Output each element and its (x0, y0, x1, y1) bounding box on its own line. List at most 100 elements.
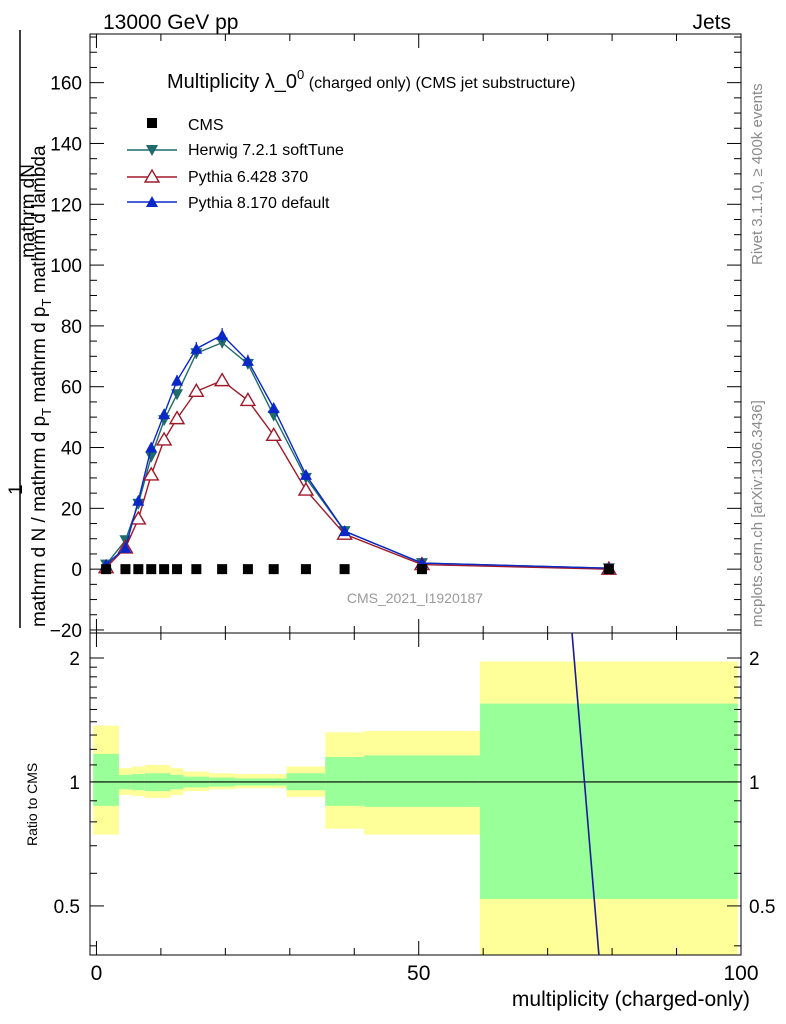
main-y-tick-label: 40 (61, 439, 82, 460)
pythia8-point (171, 374, 184, 386)
ylabel-den-left: mathrm d N / mathrm d p (29, 416, 50, 627)
pythia8-point (267, 401, 280, 413)
plot-title-main: Multiplicity λ_0 (167, 71, 297, 93)
cms-point (339, 564, 350, 575)
legend: CMS Herwig 7.2.1 softTune Pythia 6.428 3… (127, 117, 344, 212)
legend-marker-pythia6 (143, 168, 161, 183)
series-cms (101, 564, 614, 575)
x-tick-label: 50 (407, 962, 430, 985)
pythia6-point (239, 392, 257, 407)
pythia8-point (216, 329, 229, 341)
pythia6-point (155, 431, 173, 446)
legend-label-cms: CMS (188, 117, 224, 134)
herwig-line (105, 341, 609, 569)
series-pythia6 (97, 372, 618, 575)
cms-point (191, 564, 202, 575)
pythia6-point (213, 372, 231, 387)
pythia6-line (105, 379, 609, 570)
herwig-point (216, 337, 229, 349)
ratio-series (571, 633, 600, 955)
cms-point (217, 564, 228, 575)
ratio-y-tick-label: 2 (69, 649, 80, 670)
side-label-rivet: Rivet 3.1.10, ≥ 400k events (749, 83, 766, 265)
ratio-plot-frame (89, 632, 742, 956)
pythia8-point (190, 342, 203, 354)
header-left: 13000 GeV pp (103, 11, 238, 34)
plot-title-suffix: (charged only) (CMS jet substructure) (309, 75, 576, 92)
main-y-tick-label: −20 (50, 621, 82, 642)
x-axis-label: multiplicity (charged-only) (512, 988, 750, 1011)
main-y-tick-label: 120 (50, 195, 82, 216)
cms-point (416, 564, 427, 575)
pythia8-point (241, 354, 254, 366)
plot-title: Multiplicity λ_00 (charged only) (CMS je… (167, 67, 576, 93)
legend-marker-pythia8 (146, 196, 158, 207)
cms-point (101, 564, 112, 575)
cms-point (268, 564, 279, 575)
side-label-mcplots: mcplots.cern.ch [arXiv:1306.3436] (749, 400, 766, 627)
header-right: Jets (692, 11, 731, 34)
legend-label-pythia8: Pythia 8.170 default (188, 195, 330, 212)
main-y-tick-label: 100 (50, 256, 82, 277)
legend-marker-cms (147, 118, 157, 128)
herwig-point (171, 389, 184, 401)
x-tick-label: 0 (91, 962, 103, 985)
legend-marker-herwig (146, 145, 158, 156)
ratio-band-inner (93, 753, 120, 806)
plot-title-sup: 0 (297, 67, 304, 82)
cms-point (300, 564, 311, 575)
analysis-watermark: CMS_2021_I1920187 (347, 590, 483, 606)
pythia6-point (297, 481, 315, 496)
ratio-y-tick-label: 0.5 (54, 897, 80, 918)
pythia6-point (130, 510, 147, 525)
ratio-bands (90, 661, 741, 955)
cms-point (133, 564, 144, 575)
pythia8-point (338, 525, 351, 537)
main-y-tick-label: 0 (71, 560, 82, 581)
cms-point (146, 564, 157, 575)
ratio-band-inner (363, 755, 480, 807)
x-tick-label: 100 (723, 962, 758, 985)
legend-label-herwig: Herwig 7.2.1 softTune (188, 142, 344, 159)
main-y-tick-label: 160 (50, 74, 82, 95)
ratio-band-inner (479, 703, 738, 899)
pythia6-point (143, 466, 160, 481)
main-y-tick-label: 20 (61, 499, 82, 520)
pythia8-point (132, 494, 145, 506)
y-axis-label-main: mathrm dN 1 mathrm d N / mathrm d pT mat… (6, 30, 54, 628)
main-y-tick-label: 80 (61, 317, 82, 338)
cms-point (120, 564, 131, 575)
pythia8-point (158, 408, 171, 420)
pythia6-point (168, 410, 186, 425)
cms-point (159, 564, 170, 575)
ratio-x-ticks: 0 50 100 (91, 633, 759, 985)
legend-label-pythia6: Pythia 6.428 370 (188, 169, 308, 186)
cms-point (603, 564, 614, 575)
ylabel-den-left-sub: T (39, 408, 54, 416)
ylabel-den-right: mathrm d lambda (29, 145, 50, 293)
series-pythia8 (100, 327, 615, 574)
pythia6-point (188, 382, 205, 397)
pythia8-point (299, 468, 312, 480)
ylabel-den-mid: mathrm d p (29, 307, 50, 403)
pythia8-point (145, 441, 158, 453)
ratio-y-tick-label: 1 (69, 773, 80, 794)
pythia6-point (265, 426, 282, 442)
ylabel-numerator: mathrm dN (18, 164, 39, 258)
main-y-tick-label: 140 (50, 134, 82, 155)
cms-point (242, 564, 253, 575)
pythia8-line (105, 334, 609, 569)
cms-point (172, 564, 183, 575)
main-y-ticks: −20 0 20 40 60 80 100 120 140 160 (50, 36, 741, 642)
ylabel-den-mid-sub: T (39, 299, 54, 307)
ratio-y-ticks: 0.5 0.5 1 1 2 2 (54, 649, 775, 947)
ratio-y-tick-label-right: 0.5 (749, 897, 775, 918)
ratio-y-tick-label-right: 2 (749, 649, 760, 670)
ratio-y-tick-label-right: 1 (749, 773, 760, 794)
main-y-tick-label: 60 (61, 378, 82, 399)
herwig-point (145, 451, 158, 463)
main-x-ticks (95, 34, 742, 633)
ylabel-fraction-one: 1 (6, 484, 27, 495)
ratio-line-pythia8 (571, 633, 600, 955)
